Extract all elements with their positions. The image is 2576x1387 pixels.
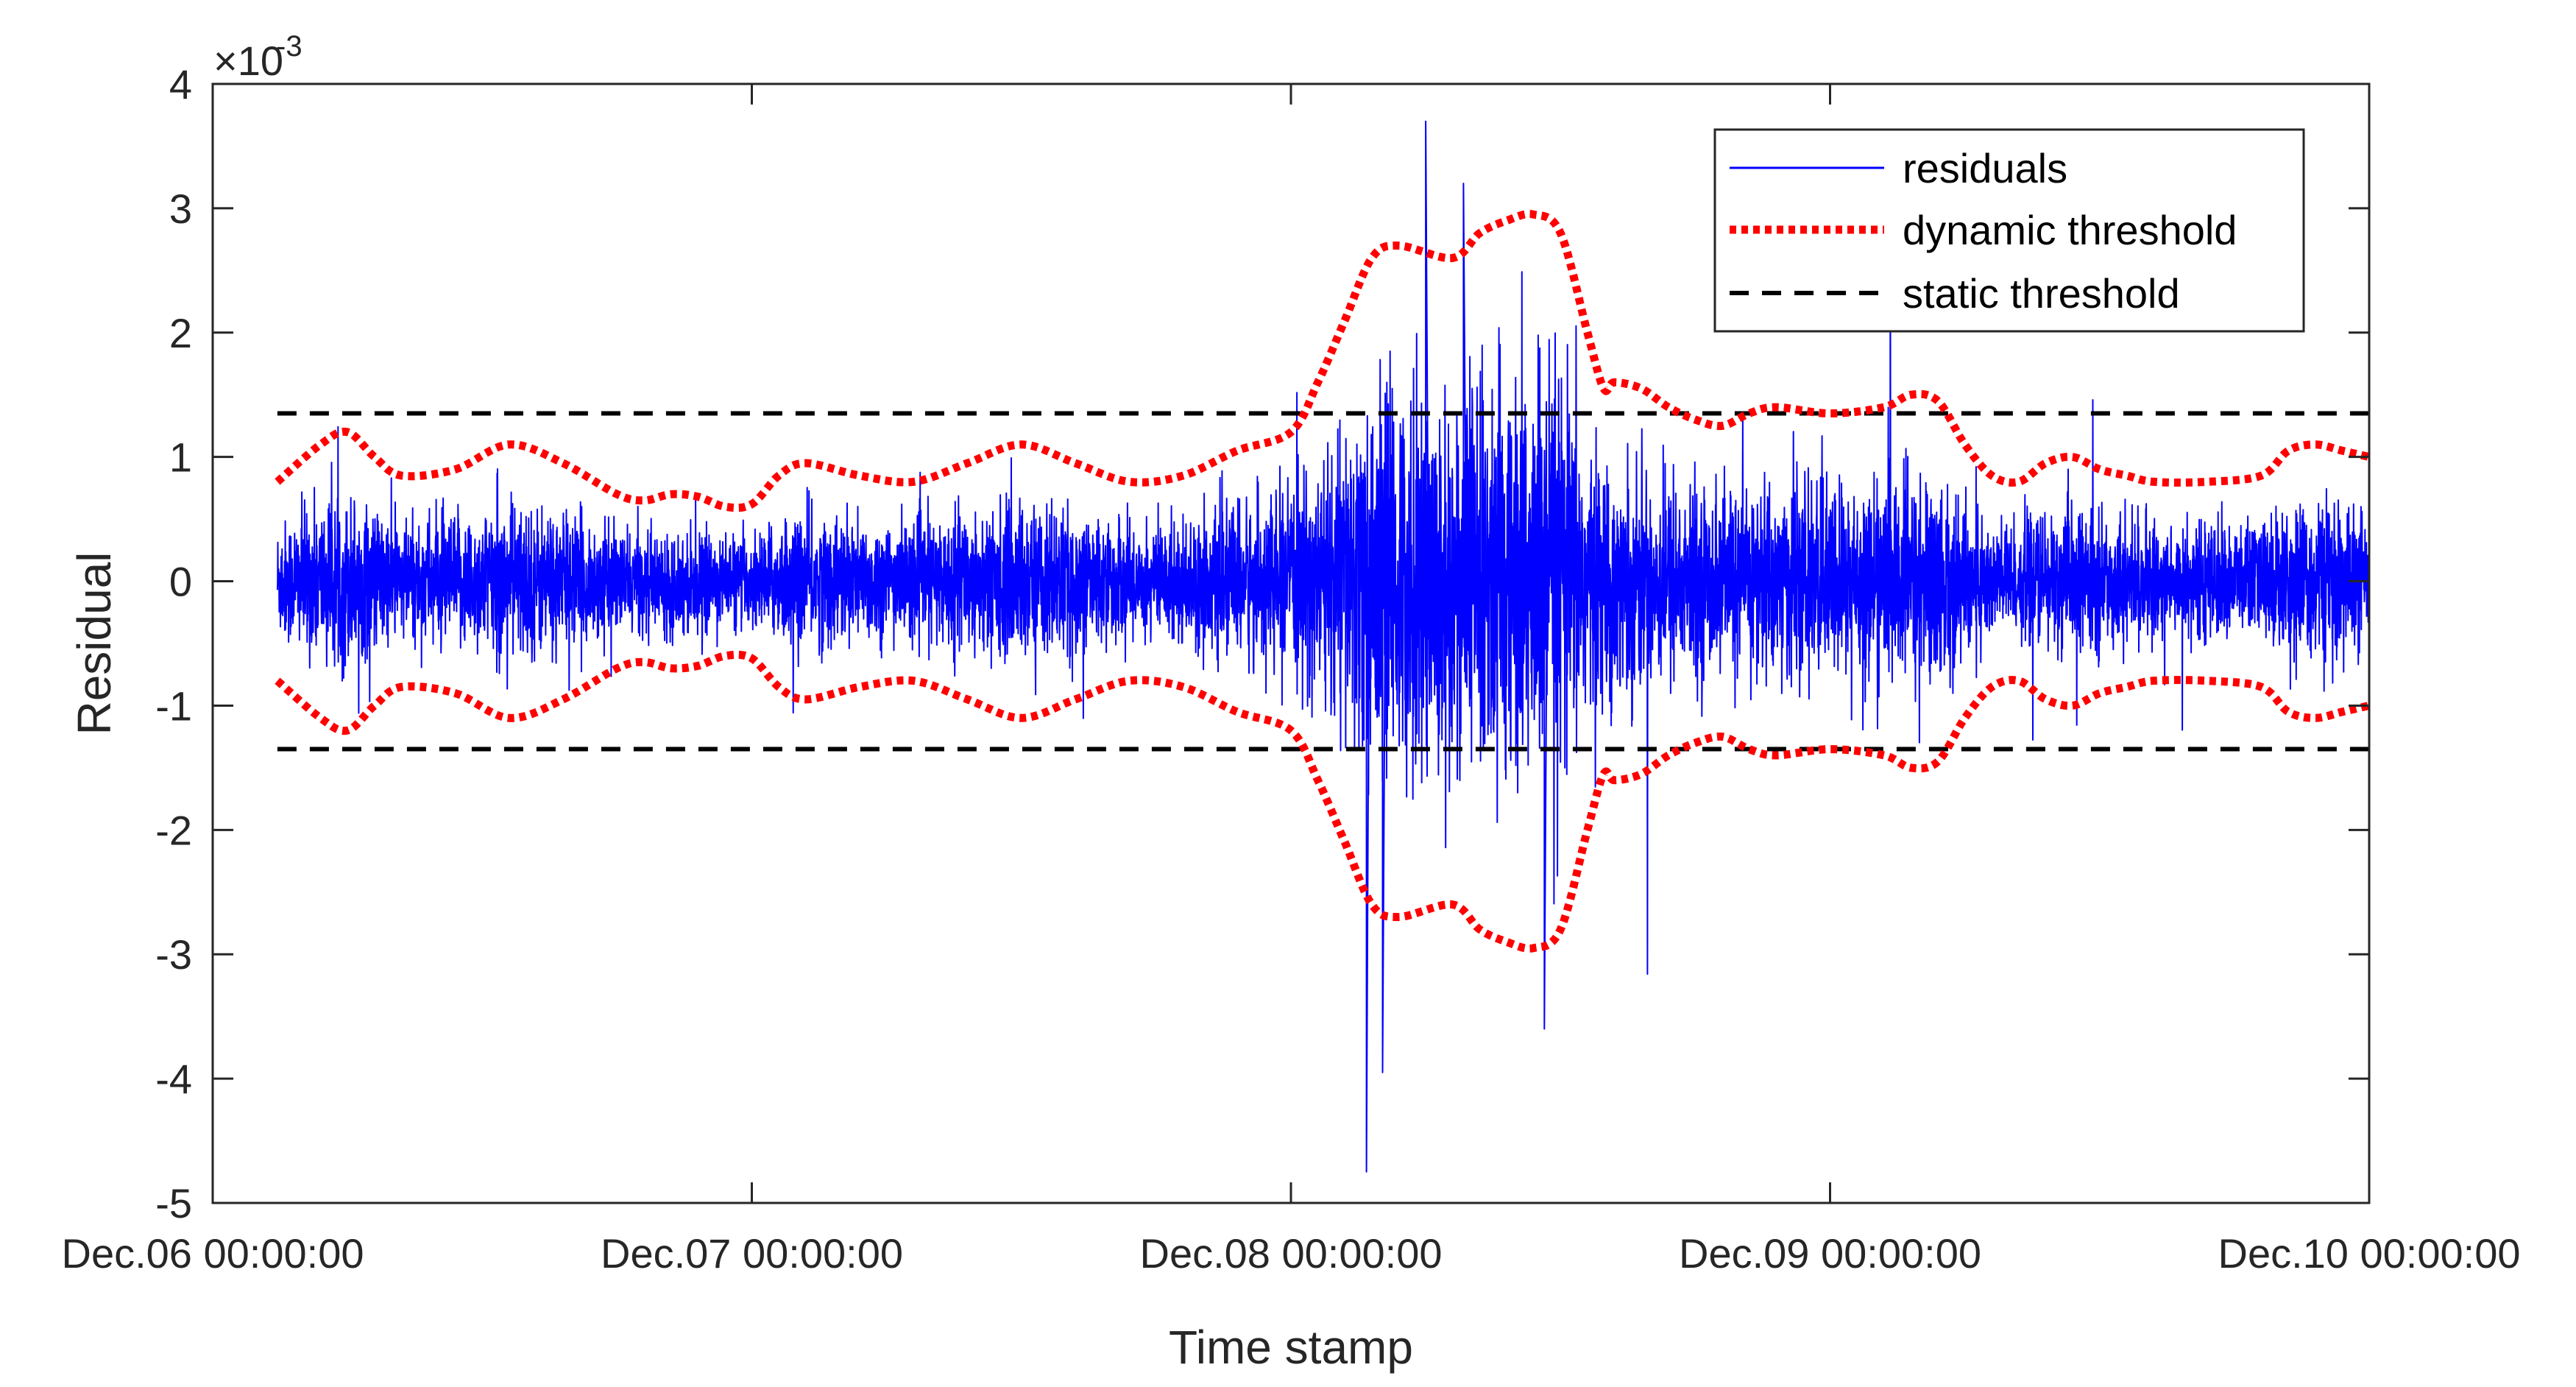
y-tick-label: -3 [155,931,192,978]
y-tick-label: 3 [169,186,192,232]
y-tick-label: -1 [155,682,192,729]
y-tick-label: 2 [169,310,192,356]
series-residuals [276,120,2369,1173]
legend-label-dynamic-threshold: dynamic threshold [1903,207,2237,253]
x-tick-label: Dec.07 00:00:00 [601,1230,903,1277]
dynamic-threshold-lower [275,650,2369,953]
y-tick-label: -4 [155,1056,192,1102]
y-multiplier-exponent: -3 [276,30,302,63]
y-tick-label: 4 [169,61,192,107]
y-tick-label: -5 [155,1180,192,1227]
x-tick-label: Dec.10 00:00:00 [2218,1230,2521,1277]
legend: residuals dynamic threshold static thres… [1713,128,2305,333]
y-axis-label: Residual [68,551,121,735]
y-tick-label: 0 [169,559,192,605]
dynamic-threshold-upper [275,210,2369,512]
x-tick-label: Dec.09 00:00:00 [1679,1230,1981,1277]
x-tick-label: Dec.06 00:00:00 [62,1230,364,1277]
series-layer [275,120,2369,1173]
y-axis: -5 -4 -3 -2 -1 0 1 2 3 4 [155,61,2369,1227]
legend-label-residuals: residuals [1903,145,2067,191]
y-tick-label: -2 [155,807,192,853]
x-axis: Dec.06 00:00:00 Dec.07 00:00:00 Dec.08 00:… [62,84,2521,1277]
x-axis-label: Time stamp [1169,1321,1413,1374]
y-multiplier-label: ×10 [213,38,283,84]
x-tick-label: Dec.08 00:00:00 [1140,1230,1443,1277]
y-tick-label: 1 [169,434,192,481]
legend-label-static-threshold: static threshold [1903,270,2180,317]
